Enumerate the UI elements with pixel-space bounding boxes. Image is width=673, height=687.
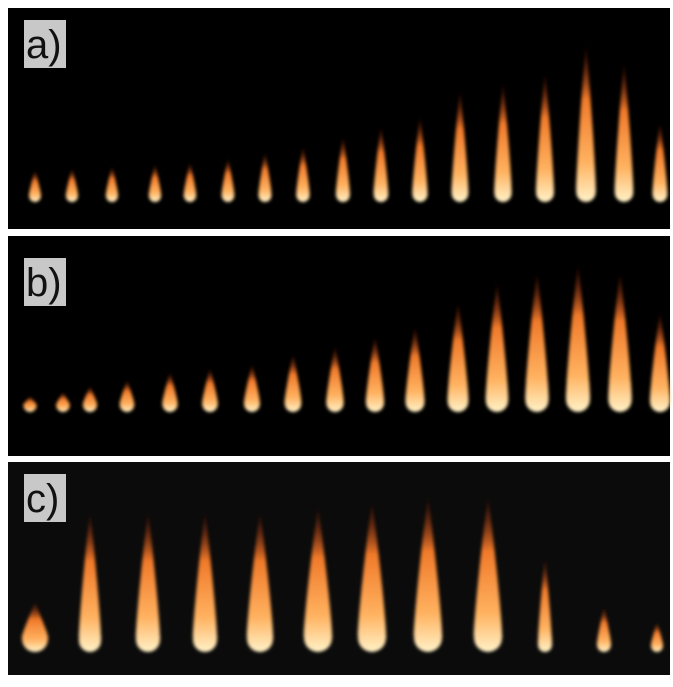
- panel-label: c): [26, 477, 59, 521]
- panel-c: [8, 462, 670, 675]
- panel-label: b): [26, 261, 62, 305]
- figure: a) b) c): [0, 0, 673, 682]
- page: {"panels": [{"label": "a)"}, {"label": "…: [0, 0, 673, 682]
- panel-label: a): [26, 23, 62, 67]
